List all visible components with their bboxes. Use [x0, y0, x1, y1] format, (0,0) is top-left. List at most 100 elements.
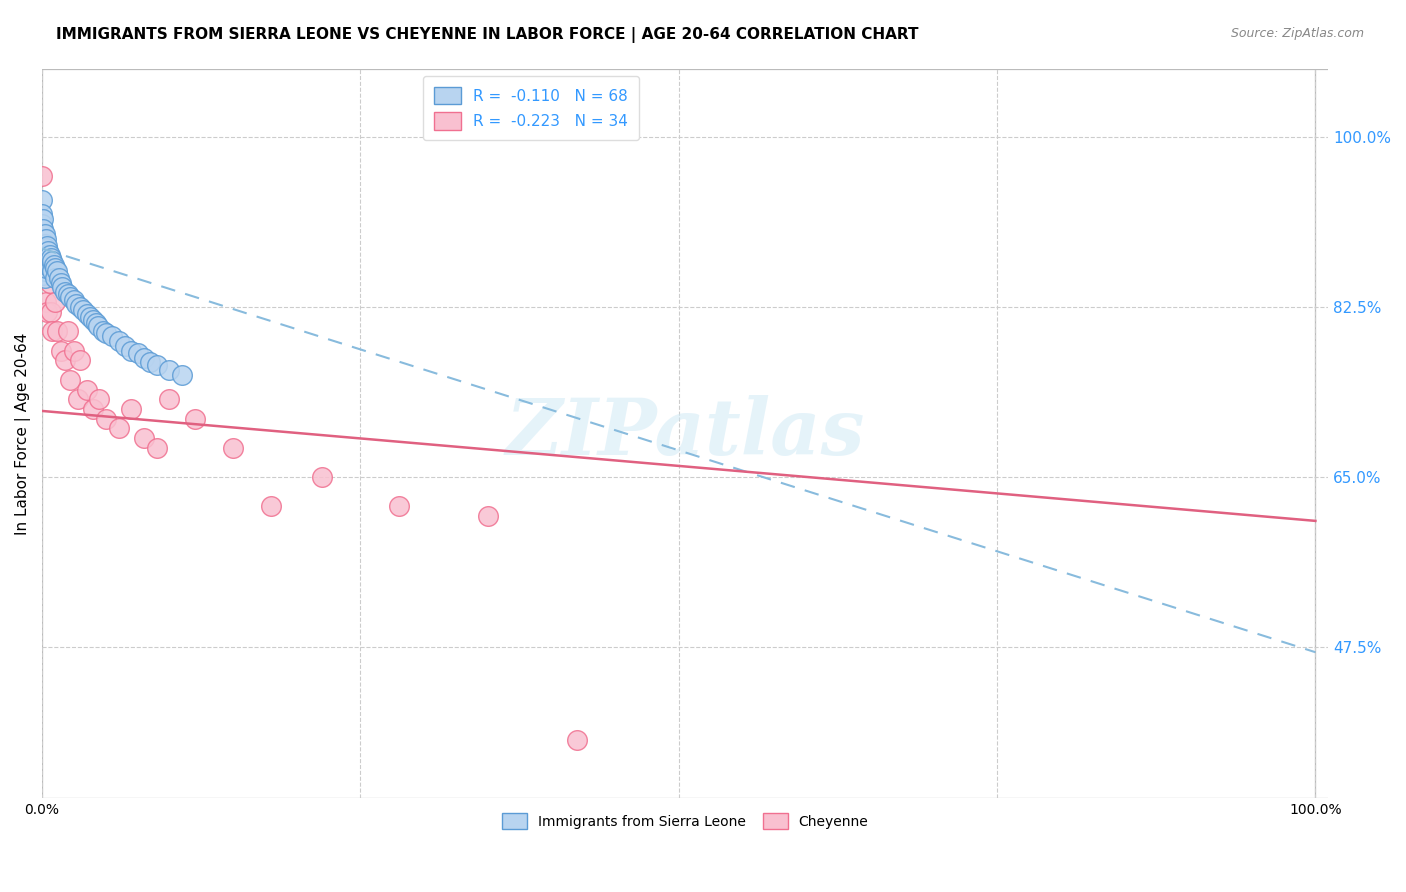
Point	[145, 441, 167, 455]
Point	[38, 276, 60, 290]
Point	[35, 251, 58, 265]
Point	[53, 353, 76, 368]
Text: ZIPatlas: ZIPatlas	[505, 395, 865, 472]
Point	[69, 353, 91, 368]
Point	[39, 260, 62, 275]
Point	[114, 339, 136, 353]
Point	[35, 295, 58, 310]
Point	[66, 392, 89, 407]
Text: IMMIGRANTS FROM SIERRA LEONE VS CHEYENNE IN LABOR FORCE | AGE 20-64 CORRELATION : IMMIGRANTS FROM SIERRA LEONE VS CHEYENNE…	[56, 27, 918, 43]
Point	[82, 312, 104, 326]
Point	[69, 300, 91, 314]
Point	[31, 246, 53, 260]
Y-axis label: In Labor Force | Age 20-64: In Labor Force | Age 20-64	[15, 332, 31, 534]
Point	[565, 732, 588, 747]
Point	[139, 355, 162, 369]
Point	[76, 307, 98, 321]
Point	[37, 248, 59, 262]
Point	[56, 324, 79, 338]
Point	[32, 268, 55, 282]
Point	[39, 251, 62, 265]
Point	[44, 260, 66, 275]
Point	[37, 246, 59, 260]
Point	[32, 212, 55, 227]
Point	[31, 207, 53, 221]
Point	[65, 297, 87, 311]
Point	[51, 343, 73, 358]
Point	[82, 402, 104, 417]
Point	[34, 227, 56, 241]
Point	[42, 258, 65, 272]
Point	[84, 317, 107, 331]
Point	[32, 260, 55, 275]
Point	[79, 310, 101, 324]
Point	[107, 421, 129, 435]
Point	[44, 295, 66, 310]
Point	[72, 302, 94, 317]
Point	[388, 500, 411, 514]
Point	[59, 373, 82, 387]
Point	[260, 500, 283, 514]
Point	[34, 246, 56, 260]
Point	[31, 236, 53, 251]
Point	[127, 345, 149, 359]
Point	[31, 251, 53, 265]
Point	[31, 169, 53, 183]
Point	[222, 441, 245, 455]
Point	[89, 392, 111, 407]
Point	[34, 256, 56, 270]
Point	[120, 402, 142, 417]
Point	[38, 248, 60, 262]
Point	[37, 238, 59, 252]
Point	[37, 304, 59, 318]
Point	[34, 236, 56, 251]
Point	[32, 222, 55, 236]
Point	[35, 242, 58, 256]
Point	[39, 304, 62, 318]
Point	[32, 251, 55, 265]
Point	[132, 351, 155, 366]
Point	[41, 324, 63, 338]
Point	[41, 254, 63, 268]
Point	[63, 293, 86, 307]
Point	[38, 258, 60, 272]
Point	[37, 254, 59, 268]
Point	[56, 287, 79, 301]
Point	[101, 329, 124, 343]
Point	[91, 324, 114, 338]
Legend: Immigrants from Sierra Leone, Cheyenne: Immigrants from Sierra Leone, Cheyenne	[496, 808, 875, 835]
Point	[53, 285, 76, 300]
Point	[172, 368, 194, 382]
Point	[46, 324, 69, 338]
Point	[37, 258, 59, 272]
Point	[32, 256, 55, 270]
Point	[120, 343, 142, 358]
Point	[107, 334, 129, 348]
Point	[477, 508, 499, 523]
Point	[94, 411, 117, 425]
Point	[159, 363, 181, 377]
Point	[46, 264, 69, 278]
Point	[132, 431, 155, 445]
Point	[31, 217, 53, 231]
Point	[311, 470, 333, 484]
Point	[32, 256, 55, 270]
Point	[76, 383, 98, 397]
Point	[184, 411, 207, 425]
Point	[37, 244, 59, 259]
Point	[35, 260, 58, 275]
Point	[34, 264, 56, 278]
Point	[145, 358, 167, 372]
Point	[34, 266, 56, 280]
Point	[31, 227, 53, 241]
Point	[59, 290, 82, 304]
Point	[51, 280, 73, 294]
Point	[63, 343, 86, 358]
Point	[34, 270, 56, 285]
Point	[51, 276, 73, 290]
Point	[35, 232, 58, 246]
Point	[31, 256, 53, 270]
Point	[31, 193, 53, 207]
Point	[32, 232, 55, 246]
Point	[32, 242, 55, 256]
